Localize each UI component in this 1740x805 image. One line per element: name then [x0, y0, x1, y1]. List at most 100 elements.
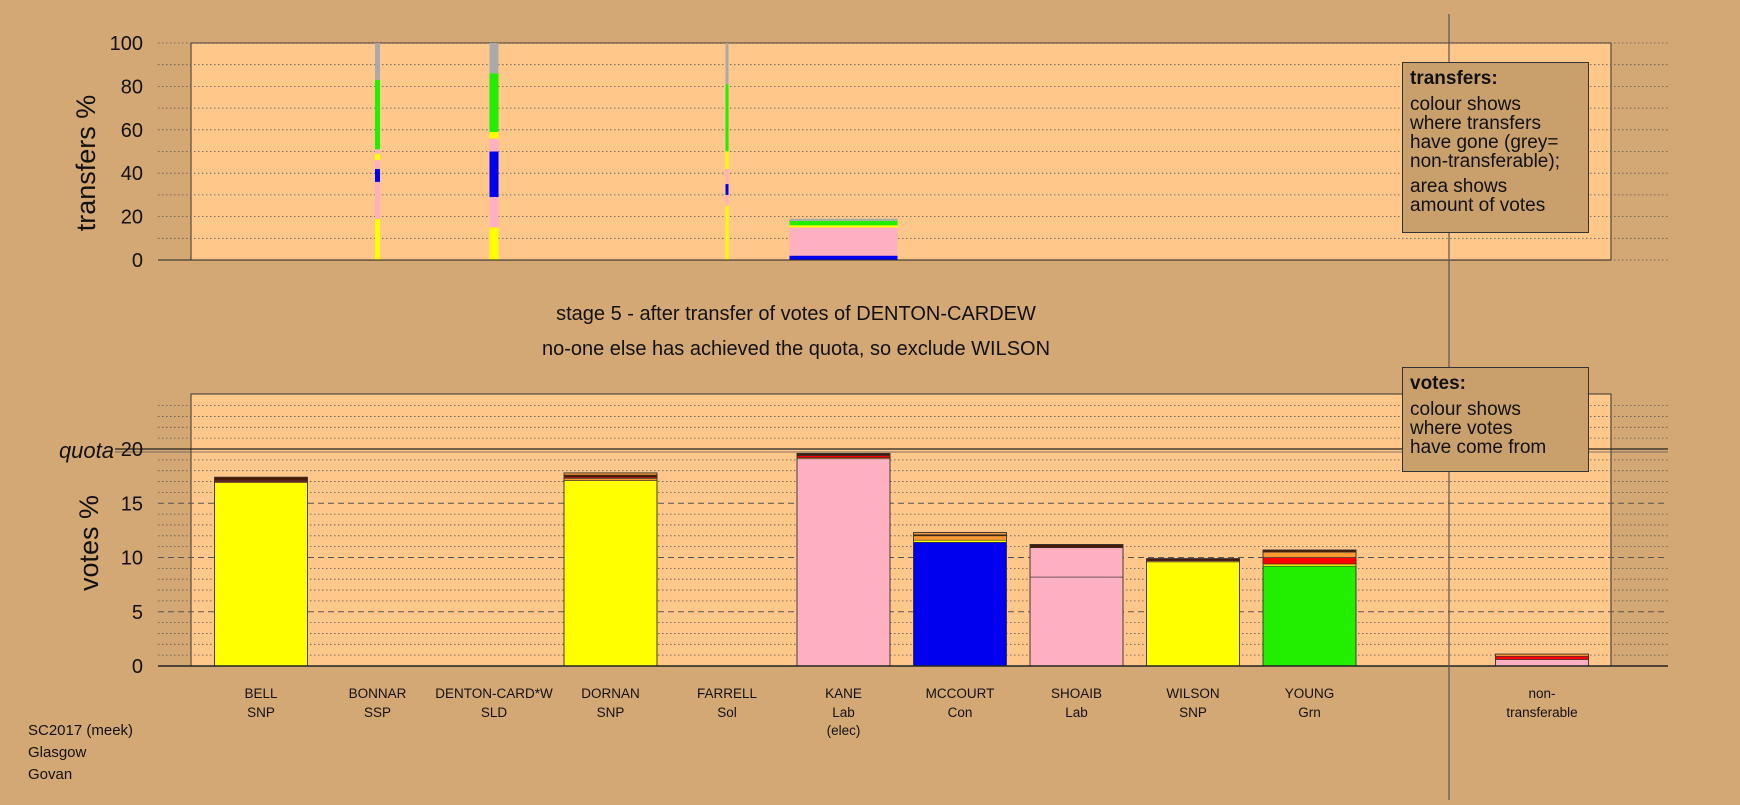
- transfer-segment: [489, 138, 499, 152]
- vote-segment: [214, 482, 308, 667]
- tick-label: 80: [121, 76, 143, 98]
- candidate-party: Grn: [1298, 705, 1321, 720]
- vote-segment: [796, 458, 891, 667]
- vote-segment: [913, 539, 1007, 543]
- tick-label: 0: [132, 250, 143, 272]
- transfer-segment: [375, 149, 380, 154]
- candidate-name: BONNAR: [349, 686, 407, 701]
- candidate-name: WILSON: [1166, 686, 1219, 701]
- transfers-legend-line: amount of votes: [1410, 195, 1546, 216]
- transfer-segment: [375, 181, 380, 219]
- stage-title: stage 5 - after transfer of votes of DEN…: [556, 303, 1036, 325]
- tick-label: 20: [121, 207, 143, 229]
- transfers-legend-title: transfers:: [1410, 68, 1498, 89]
- vote-segment: [563, 477, 658, 481]
- transfer-segment: [725, 84, 729, 152]
- election-info-line: Glasgow: [28, 744, 87, 761]
- nontransferable-label: non-: [1528, 686, 1555, 701]
- tick-label: 15: [121, 493, 143, 515]
- transfer-segment: [375, 153, 380, 161]
- transfer-segment: [375, 79, 380, 150]
- tick-label: 0: [132, 656, 143, 678]
- candidate-party: Sol: [717, 705, 737, 720]
- transfer-segment: [489, 131, 499, 139]
- transfers-legend-line: where transfers: [1410, 113, 1541, 134]
- transfer-segment: [375, 160, 380, 169]
- tick-label: 10: [121, 548, 143, 570]
- election-info-line: SC2017 (meek): [28, 722, 134, 739]
- candidate-name: MCCOURT: [926, 686, 995, 701]
- transfer-segment: [789, 227, 898, 256]
- candidate-name: KANE: [825, 686, 862, 701]
- vote-segment: [563, 474, 658, 478]
- candidate-name: YOUNG: [1285, 686, 1335, 701]
- votes-bars: [214, 452, 1589, 667]
- transfer-segment: [725, 194, 729, 206]
- transfer-segment: [489, 151, 499, 198]
- transfer-segment: [375, 43, 380, 80]
- candidate-party: Lab: [1065, 705, 1088, 720]
- transfer-segment: [375, 218, 380, 260]
- candidate-party: SLD: [481, 705, 508, 720]
- transfer-segment: [789, 225, 898, 228]
- candidate-name: DENTON-CARD*W: [435, 686, 553, 701]
- vote-segment: [913, 542, 1007, 667]
- tick-label: 5: [132, 602, 143, 624]
- vote-segment: [1029, 544, 1124, 549]
- election-info: SC2017 (meek) Glasgow Govan: [28, 720, 133, 786]
- votes-legend-line: colour shows: [1410, 399, 1521, 420]
- vote-segment: [796, 455, 891, 458]
- transfer-segment: [789, 220, 898, 226]
- vote-segment: [1029, 547, 1124, 578]
- tick-label: 60: [121, 120, 143, 142]
- tick-label: 100: [110, 33, 143, 55]
- transfers-bars: [375, 43, 898, 260]
- tick-label: 40: [121, 163, 143, 185]
- candidate-party: SNP: [597, 705, 625, 720]
- vote-segment: [214, 476, 308, 481]
- tick-label: 20: [121, 439, 143, 461]
- transfers-legend-line: area shows: [1410, 176, 1508, 197]
- candidate-party: SSP: [364, 705, 391, 720]
- transfer-segment: [375, 168, 380, 182]
- votes-legend-title: votes:: [1410, 373, 1466, 394]
- votes-plot-area: [190, 393, 1612, 667]
- vote-segment: [1262, 551, 1357, 558]
- candidate-party: SNP: [1179, 705, 1207, 720]
- transfer-segment: [725, 205, 729, 260]
- transfer-segment: [789, 255, 898, 260]
- transfer-segment: [489, 43, 499, 74]
- transfers-legend-line: non-transferable);: [1410, 151, 1560, 172]
- transfer-segment: [725, 151, 729, 169]
- transfer-segment: [489, 197, 499, 228]
- candidate-party: SNP: [247, 705, 275, 720]
- votes-legend-line: where votes: [1410, 418, 1513, 439]
- transfer-segment: [489, 227, 499, 260]
- vote-segment: [1495, 655, 1589, 660]
- candidate-name: DORNAN: [581, 686, 640, 701]
- transfer-segment: [725, 43, 729, 85]
- vote-segment: [1029, 576, 1124, 667]
- candidate-labels: BELL SNP BONNAR SSP DENTON-CARD*W SLD DORNAN SN…: [244, 686, 1577, 738]
- transfer-segment: [725, 168, 729, 185]
- votes-ylabel: votes %: [74, 495, 104, 591]
- transfer-segment: [789, 218, 898, 221]
- transfers-legend: transfers: colour shows where transfers …: [1402, 62, 1589, 233]
- candidate-party: Lab: [832, 705, 855, 720]
- vote-segment: [1262, 563, 1357, 567]
- candidate-name: SHOAIB: [1051, 686, 1102, 701]
- vote-segment: [1495, 659, 1589, 667]
- votes-legend: votes: colour shows where votes have com…: [1402, 367, 1589, 472]
- votes-legend-line: have come from: [1410, 437, 1547, 458]
- transfers-legend-line: have gone (grey=: [1410, 132, 1559, 153]
- candidate-note: (elec): [827, 723, 861, 738]
- vote-segment: [1262, 557, 1357, 565]
- transfers-legend-line: colour shows: [1410, 94, 1521, 115]
- election-info-line: Govan: [28, 766, 73, 783]
- candidate-party: Con: [948, 705, 973, 720]
- stage-subtitle: no-one else has achieved the quota, so e…: [542, 338, 1050, 360]
- transfer-segment: [725, 184, 729, 195]
- transfers-ylabel: transfers %: [71, 95, 101, 232]
- quota-label: quota: [59, 438, 114, 463]
